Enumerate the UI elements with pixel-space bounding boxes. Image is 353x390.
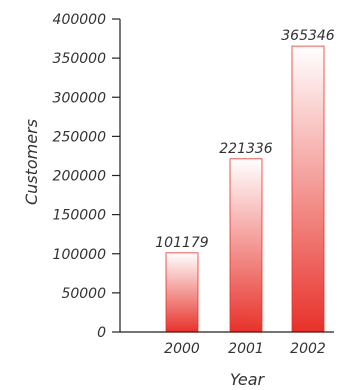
bar-2000 [165,252,199,333]
bar-value-label: 101179 [155,235,209,251]
y-axis-title: Customers [22,119,41,205]
y-tick-label: 50000 [61,286,106,302]
x-tick-label: 2001 [228,341,264,357]
y-tick-label: 150000 [53,208,107,224]
y-tick-label: 100000 [53,247,107,263]
x-axis: 2000 2001 2002 [120,331,334,357]
y-tick-label: 0 [97,325,106,341]
x-tick-label: 2000 [164,341,200,357]
x-tick-label: 2002 [290,341,326,357]
bar-2002 [291,45,325,333]
x-axis-title: Year [230,370,266,389]
y-axis: 0 50000 100000 150000 200000 250000 300000 3500… [53,12,121,341]
bar-value-label: 221336 [219,141,273,157]
y-tick-label: 250000 [53,129,107,145]
bars: 101179 221336 365346 [155,28,335,333]
y-tick-label: 300000 [53,90,107,106]
y-tick-label: 200000 [53,169,107,185]
bar-value-label: 365346 [281,28,335,44]
y-tick-label: 350000 [53,51,107,67]
bar-2001 [229,158,263,333]
y-tick-label: 400000 [53,12,107,28]
